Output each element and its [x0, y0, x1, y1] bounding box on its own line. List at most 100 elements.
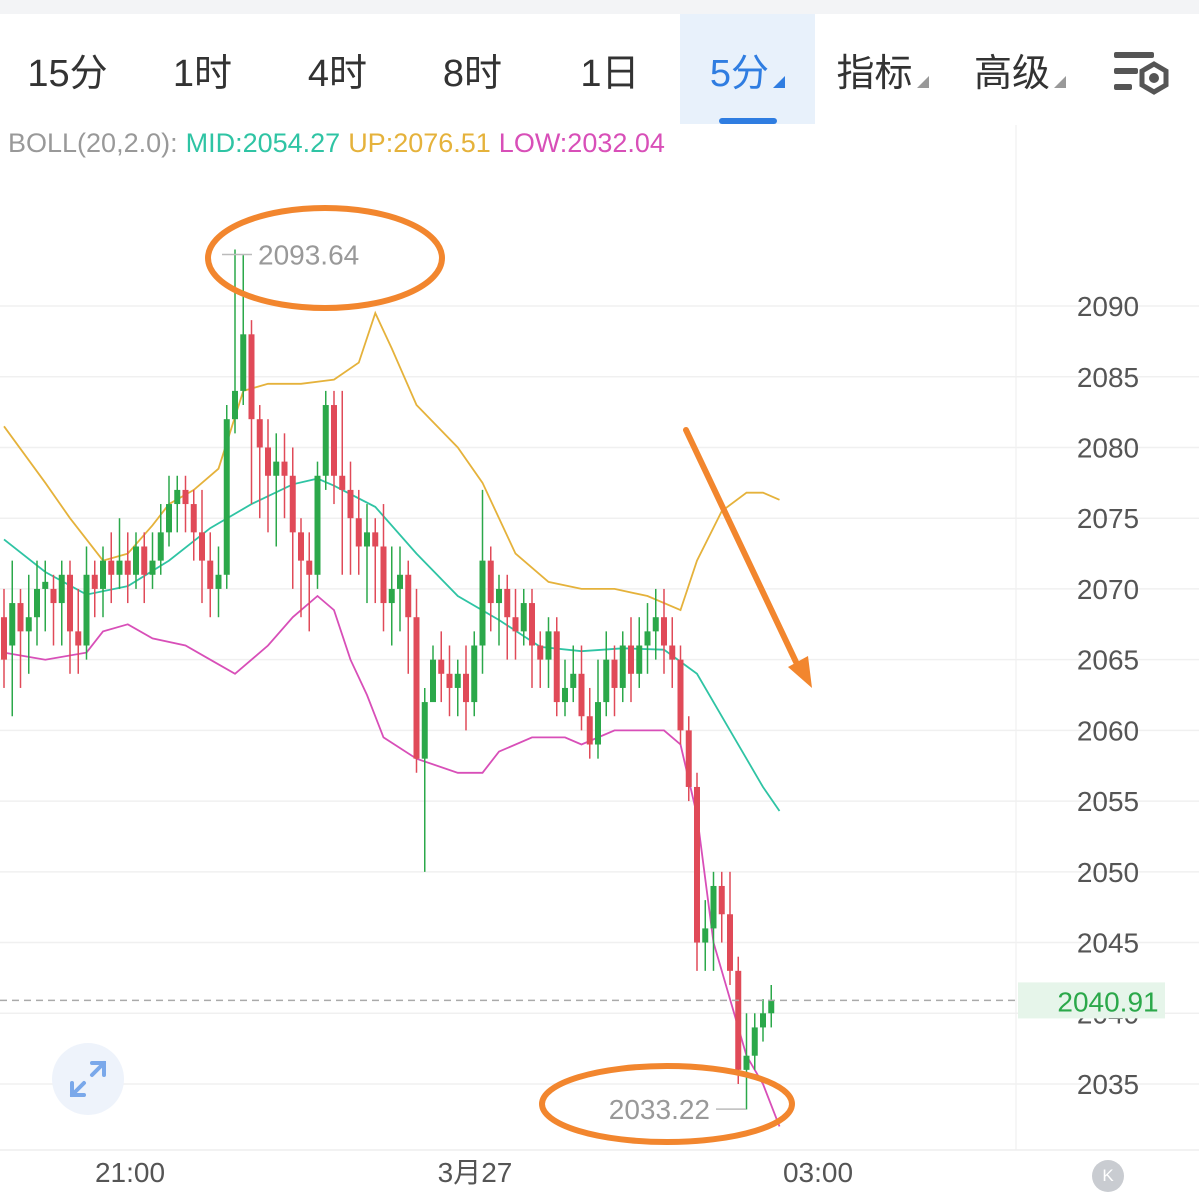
candle-body: [100, 560, 106, 589]
y-tick-label: 2070: [1077, 574, 1139, 605]
candle-body: [611, 659, 618, 688]
candle-body: [265, 447, 271, 476]
candle-body: [545, 631, 552, 660]
candle-body: [174, 489, 181, 505]
annotations: 2040.91 2093.64 2033.22: [0, 205, 1165, 1145]
candle-body: [157, 532, 164, 561]
candles: [1, 249, 775, 1110]
candle-body: [355, 518, 362, 547]
x-tick-label: 03:00: [783, 1157, 853, 1188]
candle-body: [331, 405, 337, 476]
candle-body: [628, 645, 634, 674]
collapse-k-label: K: [1102, 1166, 1114, 1185]
candle-body: [166, 504, 172, 533]
candle-body: [636, 645, 643, 674]
candlestick-chart[interactable]: 2035204020452050205520602065207020752080…: [0, 125, 1199, 1197]
boll-indicator-legend: BOLL(20,2.0): MID:2054.27 UP:2076.51 LOW:20…: [8, 128, 673, 159]
trend-arrow-shaft: [683, 427, 799, 665]
tab-4h[interactable]: 4时: [270, 14, 405, 124]
chart-settings-button[interactable]: [1110, 44, 1174, 114]
collapse-k-button[interactable]: K: [1092, 1160, 1124, 1192]
tab-label: 15分: [27, 52, 108, 95]
current-price-label: 2040.91: [1057, 986, 1158, 1017]
candle-body: [504, 588, 511, 618]
candle-body: [207, 560, 214, 589]
candle-body: [735, 970, 742, 1070]
tab-1h[interactable]: 1时: [135, 14, 270, 124]
candle-body: [768, 1000, 775, 1014]
tab-label: 4时: [307, 52, 368, 95]
candle-body: [718, 885, 725, 915]
candle-body: [273, 461, 280, 476]
candle-body: [694, 786, 700, 943]
tab-5m[interactable]: 5分: [680, 14, 815, 124]
candle-body: [347, 489, 354, 519]
candle-body: [751, 1027, 758, 1056]
candle-body: [421, 702, 428, 759]
y-tick-label: 2080: [1077, 432, 1139, 463]
candle-body: [67, 574, 73, 632]
boll-low-value: LOW:2032.04: [498, 128, 665, 158]
candle-body: [595, 702, 601, 745]
candle-body: [108, 560, 115, 575]
candle-body: [586, 716, 593, 745]
tab-1d[interactable]: 1日: [540, 14, 680, 124]
candle-body: [661, 617, 667, 646]
current-price-tag: [1018, 982, 1165, 1019]
boll-up-value: UP:2076.51: [348, 128, 491, 158]
tab-label: 指标: [836, 52, 913, 95]
candle-body: [702, 928, 709, 943]
candle-body: [306, 560, 313, 575]
candle-body: [1, 617, 7, 660]
tab-15m[interactable]: 15分: [0, 14, 135, 124]
tab-label: 1时: [172, 52, 233, 95]
candle-body: [149, 560, 156, 575]
candle-body: [223, 419, 230, 575]
candle-body: [240, 334, 247, 391]
candle-body: [133, 546, 139, 575]
candle-body: [42, 581, 49, 589]
tab-8h[interactable]: 8时: [405, 14, 540, 124]
y-tick-label: 2050: [1077, 857, 1139, 888]
candle-body: [669, 645, 676, 660]
candle-body: [116, 560, 123, 575]
tab-label: 5分: [709, 52, 770, 95]
candle-body: [124, 560, 131, 575]
candle-body: [537, 645, 544, 660]
candle-body: [603, 659, 610, 703]
tab-label: 高级: [973, 52, 1050, 95]
candle-body: [364, 532, 370, 547]
candle-body: [413, 617, 420, 759]
candle-body: [710, 885, 717, 929]
candle-body: [619, 645, 626, 688]
low-highlight-ellipse: [539, 1063, 795, 1145]
candle-body: [479, 560, 486, 646]
candle-body: [281, 461, 288, 476]
trend-arrow-head: [788, 656, 812, 688]
candle-body: [487, 560, 494, 604]
low-price-label: 2033.22: [609, 1094, 710, 1125]
dropdown-corner-icon: [773, 76, 786, 88]
boll-name: BOLL(20,2.0):: [8, 128, 178, 158]
candle-body: [298, 532, 304, 561]
y-tick-label: 2065: [1077, 645, 1139, 676]
y-tick-label: 2055: [1077, 786, 1139, 817]
candle-body: [339, 475, 346, 490]
candle-body: [652, 617, 659, 632]
dropdown-corner-icon: [1054, 76, 1066, 88]
candle-body: [677, 659, 684, 731]
candle-body: [562, 687, 568, 703]
candle-body: [83, 574, 90, 646]
candle-body: [578, 673, 585, 717]
candle-body: [463, 673, 469, 703]
fullscreen-button[interactable]: [52, 1043, 124, 1115]
candle-body: [760, 1013, 766, 1028]
tab-indicators[interactable]: 指标: [815, 14, 950, 124]
candle-body: [685, 730, 692, 787]
candle-body: [454, 673, 461, 688]
candle-body: [553, 631, 560, 703]
candle-body: [570, 673, 577, 688]
candle-body: [190, 504, 197, 533]
tab-advanced[interactable]: 高级: [950, 14, 1090, 124]
candle-body: [322, 405, 329, 476]
